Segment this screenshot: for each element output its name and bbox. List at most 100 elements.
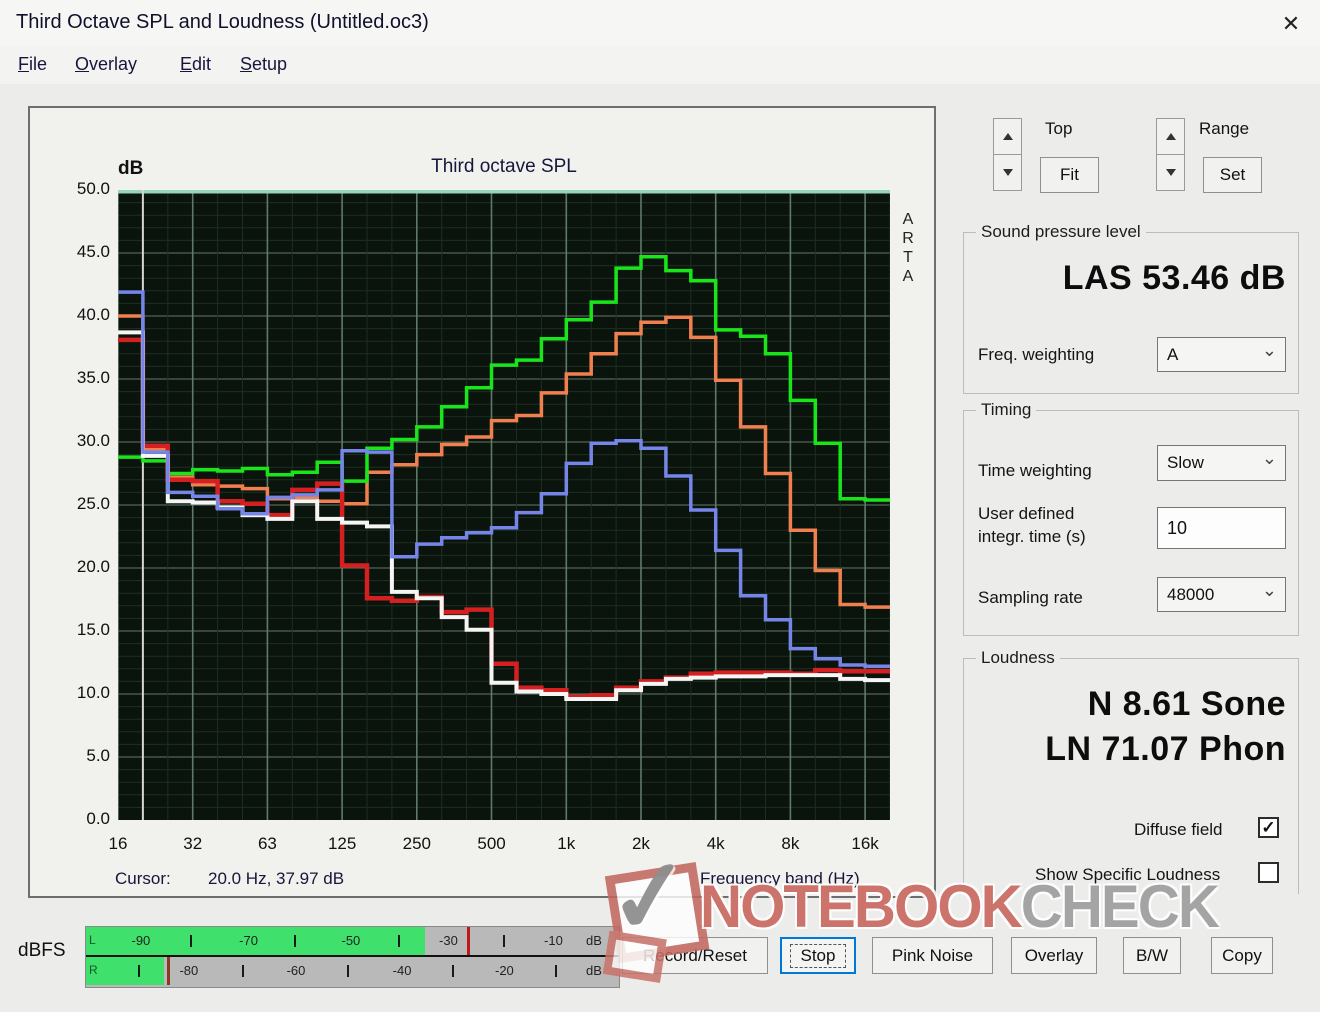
y-tick-label: 0.0 [86,809,110,828]
menu-item-file[interactable]: File [18,54,48,74]
top-spin-down-button[interactable] [993,154,1022,191]
meter-peak-marker [167,957,171,985]
y-axis-unit-label: dB [118,158,144,179]
loudness-sone-value: N 8.61 Sone [1087,685,1286,723]
chevron-down-icon: ⌄ [1261,448,1277,468]
close-icon[interactable]: ✕ [1281,11,1301,36]
integr-time-input[interactable]: 10 [1157,507,1286,549]
x-tick-label: 500 [477,834,506,853]
meter-scale-label: dB [585,933,602,948]
menu-item-overlay[interactable]: Overlay [75,54,138,74]
x-axis-title: Frequency band (Hz) [700,869,860,888]
meter-tick [397,935,400,947]
x-tick-label: 32 [183,834,203,853]
fit-button[interactable]: Fit [1040,157,1099,193]
timing-group: Timing Time weighting Slow ⌄ User define… [963,400,1299,636]
time-weighting-label: Time weighting [978,461,1092,480]
title-bar [0,0,1320,46]
y-tick-label: 15.0 [76,620,110,639]
loudness-group-legend: Loudness [976,648,1060,668]
chart-title: Third octave SPL [431,156,577,177]
meter-scale-label: -90 [131,933,151,948]
series-run-blue [118,290,890,669]
meter-scale-label: -50 [341,933,361,948]
x-tick-label: 2k [631,834,650,853]
level-meter: -90 -70 -50 -30 -10 dB L -80 -60 -40 -20 dB R [85,926,620,988]
triangle-up-icon [1165,133,1176,140]
window-title: Third Octave SPL and Loudness (Untitled.… [16,11,429,33]
loudness-group: Loudness N 8.61 Sone LN 71.07 Phon Diffu… [963,648,1299,894]
diffuse-field-checkbox[interactable]: ✓ [1258,817,1279,838]
show-specific-loudness-checkbox[interactable] [1258,862,1279,883]
b-w-button[interactable]: B/W [1123,937,1181,974]
range-label: Range [1199,119,1250,138]
y-tick-label: 40.0 [76,305,110,324]
series-run-orange [118,314,890,609]
sampling-rate-value: 48000 [1167,584,1215,604]
meter-scale-label: -60 [286,963,306,978]
meter-level-bar [86,927,425,955]
x-tick-label: 125 [327,834,357,853]
menu-item-edit[interactable]: Edit [180,54,212,74]
show-specific-loudness-label: Show Specific Loudness [1035,865,1221,884]
spl-value: LAS 53.46 dB [1062,259,1286,297]
meter-tick [555,965,558,977]
meter-scale-label: -30 [439,933,458,948]
freq-weighting-select[interactable]: A ⌄ [1157,337,1286,372]
meter-divider [86,955,619,957]
stop-button[interactable]: Stop [780,937,856,974]
meter-scale-label: -80 [179,963,199,978]
meter-scale-label: dB [585,963,602,978]
x-tick-label: 8k [781,834,800,853]
x-tick-label: 16k [851,834,879,853]
x-tick-label: 63 [257,834,277,853]
range-spin-down-button[interactable] [1156,154,1185,191]
top-spin-up-button[interactable] [993,118,1022,155]
y-tick-label: 10.0 [76,683,110,702]
meter-tick [137,965,140,977]
meter-row-r: -80 -60 -40 -20 dB R [86,957,619,985]
y-tick-label: 35.0 [76,368,110,387]
meter-scale-label: -10 [544,933,563,948]
y-tick-label: 5.0 [86,746,110,765]
y-tick-label: 45.0 [76,242,110,261]
range-spinner [1156,118,1185,192]
meter-channel-label: L [89,933,96,947]
range-spin-up-button[interactable] [1156,118,1185,155]
meter-tick [241,965,244,977]
spl-group: Sound pressure level LAS 53.46 dB Freq. … [963,222,1299,394]
series-run-red [118,337,890,699]
cursor-readout-label: Cursor: [115,869,171,888]
sampling-rate-select[interactable]: 48000 ⌄ [1157,577,1286,612]
y-tick-label: 20.0 [76,557,110,576]
meter-tick [347,965,350,977]
loudness-phon-value: LN 71.07 Phon [1045,730,1286,768]
timing-group-legend: Timing [976,400,1037,420]
menu-bar: File Overlay Edit Setup [0,46,1320,84]
integr-time-label-line2: integr. time (s) [978,527,1086,546]
meter-tick [190,935,193,947]
integr-time-label-line1: User defined [978,504,1075,523]
menu-item-setup[interactable]: Setup [240,54,288,74]
pink-noise-button[interactable]: Pink Noise [872,937,993,974]
y-tick-label: 30.0 [76,431,110,450]
time-weighting-select[interactable]: Slow ⌄ [1157,445,1286,481]
button-label: Stop [789,943,847,968]
triangle-down-icon [1002,169,1013,176]
meter-tick [503,935,506,947]
set-button[interactable]: Set [1203,157,1262,193]
chevron-down-icon: ⌄ [1261,580,1277,600]
overlay-button[interactable]: Overlay [1011,937,1097,974]
time-weighting-value: Slow [1167,453,1204,472]
freq-weighting-value: A [1167,344,1179,364]
meter-scale-label: -20 [494,963,514,978]
x-tick-label: 250 [402,834,432,853]
spl-plot[interactable] [118,190,890,820]
meter-tick [451,965,454,977]
record-reset-button[interactable]: Record/Reset [622,937,768,974]
meter-tick [294,935,297,947]
spl-group-legend: Sound pressure level [976,222,1146,242]
x-tick-label: 4k [706,834,725,853]
copy-button[interactable]: Copy [1211,937,1273,974]
y-tick-label: 50.0 [76,179,110,198]
